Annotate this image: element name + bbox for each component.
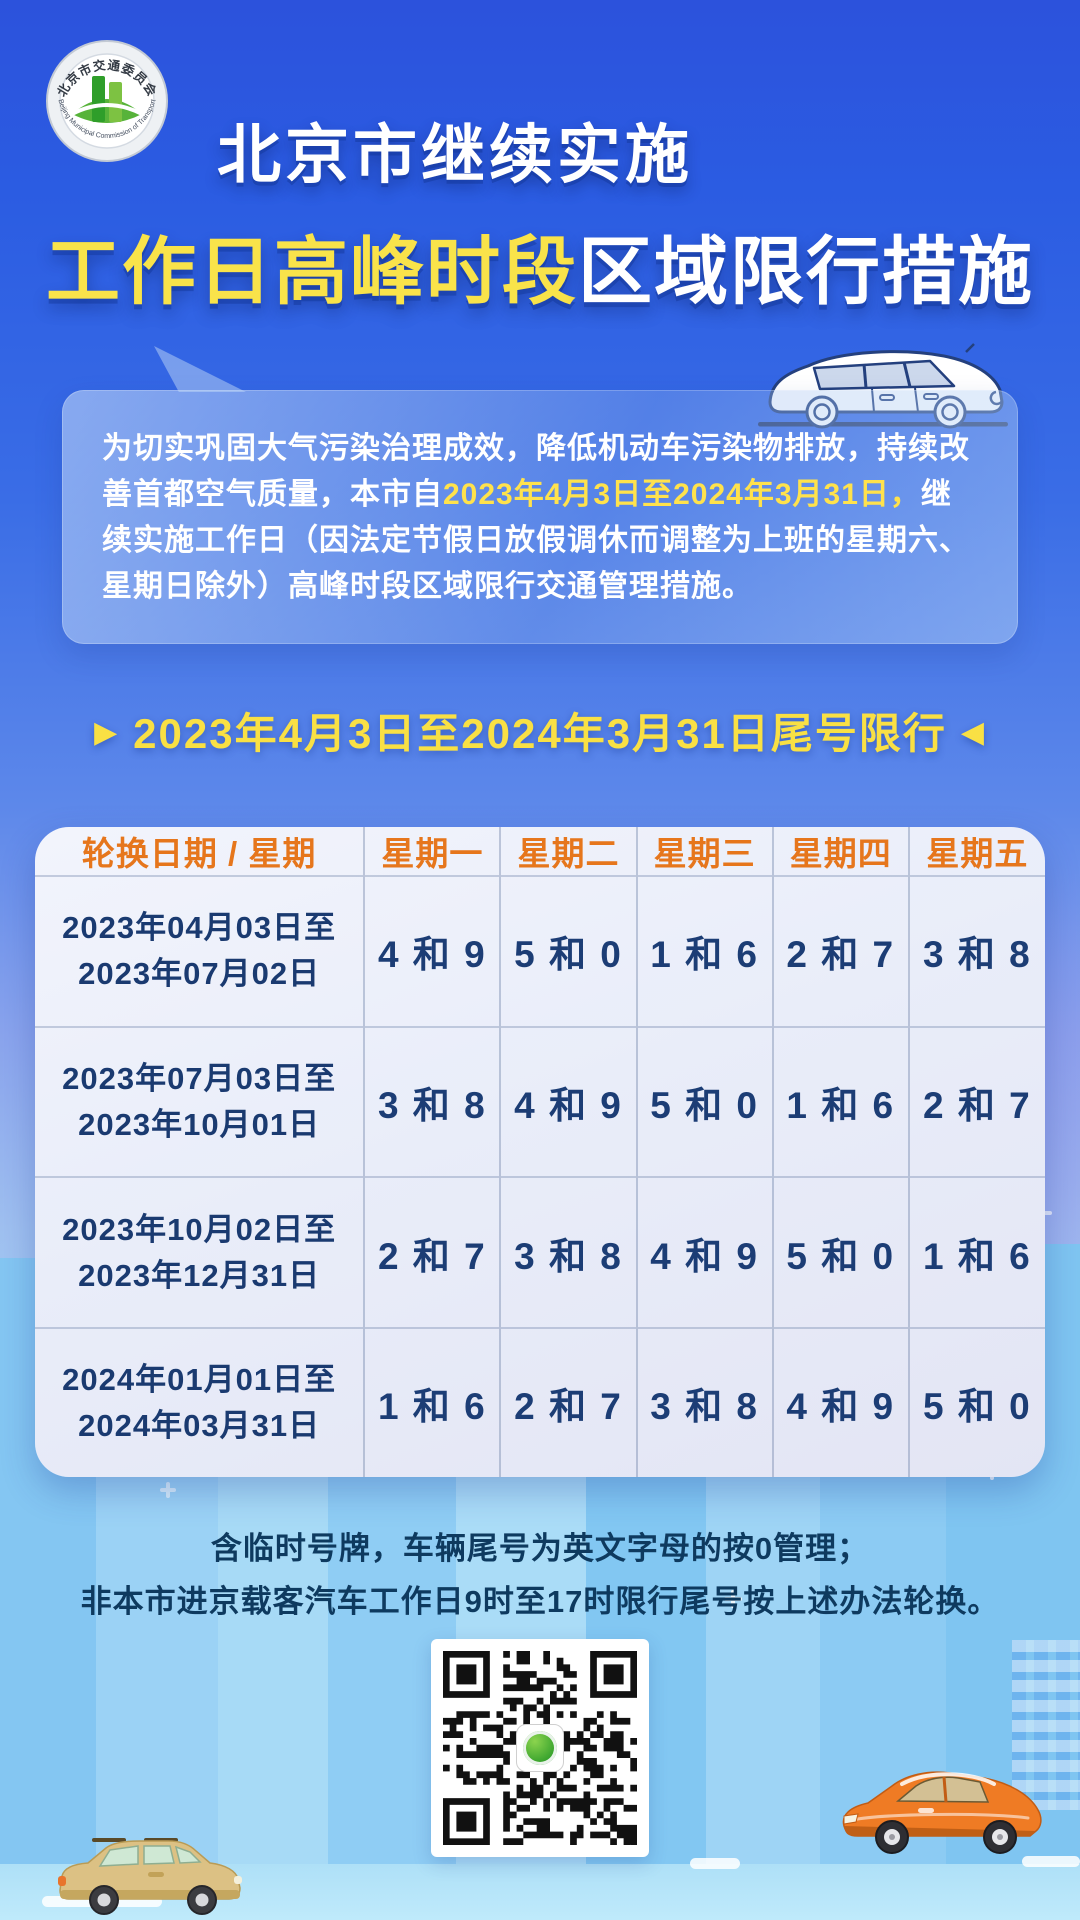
restricted-digits-cell: 3 和 8 bbox=[635, 1327, 773, 1477]
title-rest: 区域限行措施 bbox=[578, 230, 1034, 313]
restricted-digits-cell: 5 和 0 bbox=[499, 876, 637, 1027]
restricted-digits-cell: 1 和 6 bbox=[635, 876, 773, 1027]
road-marking bbox=[1022, 1856, 1080, 1867]
table-header-row: 轮换日期 / 星期 星期一 星期二 星期三 星期四 星期五 bbox=[35, 827, 1045, 876]
restricted-digits-cell: 1 和 6 bbox=[907, 1177, 1045, 1328]
table-header-cell: 轮换日期 / 星期 bbox=[81, 835, 317, 872]
table-header-cell: 星期二 bbox=[499, 827, 637, 876]
footnote-line: 含临时号牌，车辆尾号为英文字母的按0管理； bbox=[210, 1531, 870, 1566]
restricted-digits-cell: 1 和 6 bbox=[363, 1327, 501, 1477]
intro-bubble: 为切实巩固大气污染治理成效，降低机动车污染物排放，持续改善首都空气质量，本市自2… bbox=[62, 346, 1018, 644]
transport-commission-logo: 北京市交通委员会 Beijing Municipal Commission of… bbox=[46, 40, 168, 162]
restricted-digits-cell: 3 和 8 bbox=[363, 1026, 501, 1178]
right-arrow-icon: ◀ bbox=[960, 716, 986, 749]
table-header-cell: 星期四 bbox=[771, 827, 909, 876]
sparkle-icon bbox=[160, 1482, 176, 1498]
poster-title: 北京市继续实施 工作日高峰时段区域限行措施 bbox=[0, 104, 1080, 319]
restricted-digits-cell: 4 和 9 bbox=[363, 876, 501, 1027]
title-highlight: 工作日高峰时段 bbox=[46, 230, 578, 313]
restricted-digits-cell: 3 和 8 bbox=[499, 1177, 637, 1328]
restricted-digits-cell: 4 和 9 bbox=[635, 1177, 773, 1328]
bubble-tail bbox=[154, 346, 246, 392]
pixel-decoration bbox=[1012, 1640, 1080, 1810]
intro-date-highlight: 2023年4月3日至2024年3月31日， bbox=[443, 478, 921, 511]
footnotes: 含临时号牌，车辆尾号为英文字母的按0管理； 非本市进京载客汽车工作日9时至17时… bbox=[0, 1522, 1080, 1628]
poster-title-line1: 北京市继续实施 bbox=[217, 119, 693, 191]
section-heading: ▶ 2023年4月3日至2024年3月31日尾号限行 ◀ bbox=[0, 700, 1080, 761]
qr-code bbox=[431, 1639, 649, 1857]
intro-pre: 为切实巩固大气污染治理成效，降低机动车污染物排放，持续改善首都空气质量，本市自 bbox=[102, 432, 970, 511]
restricted-digits-cell: 2 和 7 bbox=[499, 1327, 637, 1477]
poster-title-line2: 工作日高峰时段区域限行措施 bbox=[0, 212, 1080, 319]
orange-sedan-illustration bbox=[842, 1771, 1042, 1854]
intro-post: 继续实施工作日（因法定节假日放假调休而调整为上班的星期六、星期日除外）高峰时段区… bbox=[102, 478, 970, 603]
tan-suv-illustration bbox=[58, 1838, 242, 1915]
restricted-digits-cell: 4 和 9 bbox=[771, 1327, 909, 1477]
restricted-digits-cell: 5 和 0 bbox=[771, 1177, 909, 1328]
rotation-period-cell: 2023年07月03日至 2023年10月01日 bbox=[62, 1060, 337, 1142]
intro-paragraph: 为切实巩固大气污染治理成效，降低机动车污染物排放，持续改善首都空气质量，本市自2… bbox=[102, 426, 978, 610]
road-marking bbox=[690, 1858, 740, 1869]
logo-leaf-shape bbox=[72, 99, 142, 123]
restricted-digits-cell: 3 和 8 bbox=[907, 876, 1045, 1027]
restricted-digits-cell: 2 和 7 bbox=[771, 876, 909, 1027]
restriction-table: 轮换日期 / 星期 星期一 星期二 星期三 星期四 星期五 2023年04月03日至 202… bbox=[35, 827, 1045, 1477]
rotation-period-cell: 2023年10月02日至 2023年12月31日 bbox=[62, 1211, 337, 1293]
footnote-line: 非本市进京载客汽车工作日9时至17时限行尾号按上述办法轮换。 bbox=[80, 1584, 1000, 1619]
restricted-digits-cell: 5 和 0 bbox=[635, 1026, 773, 1178]
restricted-digits-cell: 1 和 6 bbox=[771, 1026, 909, 1178]
qr-center-logo bbox=[516, 1724, 564, 1772]
rotation-period-cell: 2023年04月03日至 2023年07月02日 bbox=[62, 910, 337, 992]
restricted-digits-cell: 4 和 9 bbox=[499, 1026, 637, 1178]
table-header-cell: 星期五 bbox=[907, 827, 1045, 876]
table-header-cell: 星期三 bbox=[635, 827, 773, 876]
qr-finder-patterns bbox=[443, 1651, 637, 1845]
restricted-digits-cell: 2 和 7 bbox=[907, 1026, 1045, 1178]
restricted-digits-cell: 2 和 7 bbox=[363, 1177, 501, 1328]
section-heading-text: 2023年4月3日至2024年3月31日尾号限行 bbox=[133, 710, 947, 757]
restriction-table-panel: 轮换日期 / 星期 星期一 星期二 星期三 星期四 星期五 2023年04月03日至 202… bbox=[35, 827, 1045, 1477]
rotation-period-cell: 2024年01月01日至 2024年03月31日 bbox=[62, 1361, 337, 1443]
restricted-digits-cell: 5 和 0 bbox=[907, 1327, 1045, 1477]
table-header-cell: 星期一 bbox=[363, 827, 501, 876]
left-arrow-icon: ▶ bbox=[94, 716, 120, 749]
